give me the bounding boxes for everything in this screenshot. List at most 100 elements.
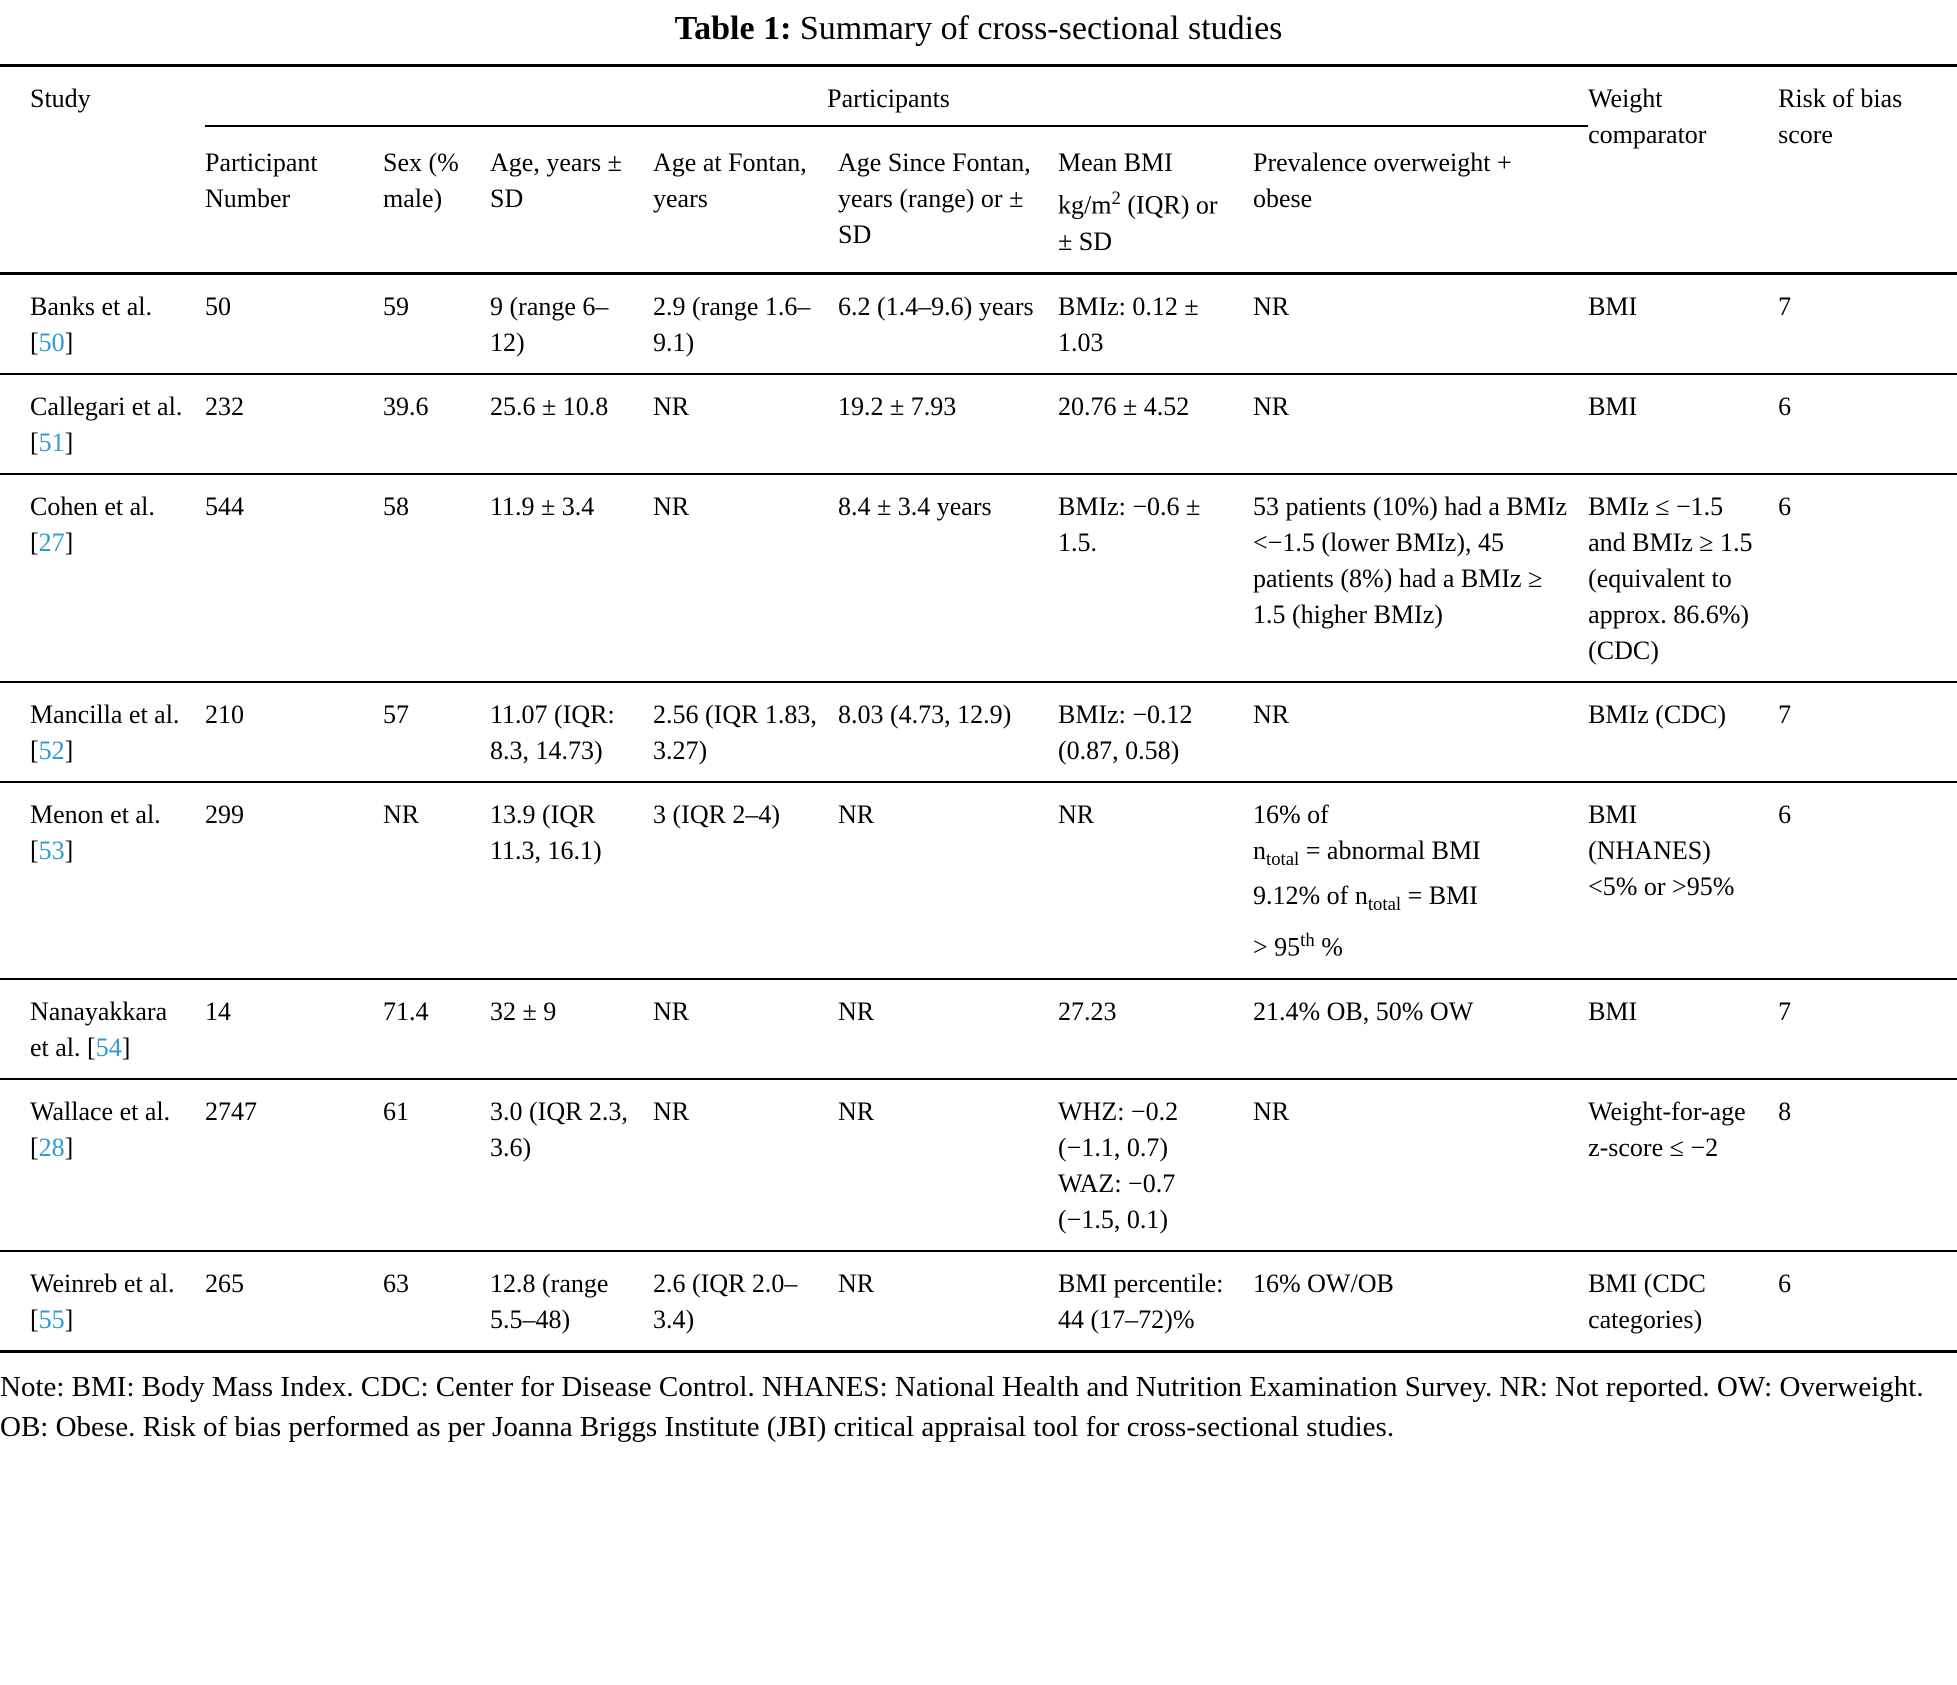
citation-number[interactable]: 27 — [38, 527, 65, 557]
cell-age-since-fontan: NR — [838, 1096, 875, 1126]
cell-age-at-fontan: 2.56 (IQR 1.83, 3.27) — [653, 699, 817, 765]
study-cell: Wallace et al. 28 — [0, 1079, 205, 1251]
cell-weight-comparator: BMI — [1588, 391, 1638, 421]
cell-age-since-fontan: NR — [838, 799, 875, 829]
citation-link[interactable]: 27 — [30, 528, 73, 557]
study-name: Mancilla et al. — [30, 699, 180, 729]
header-participants-group: Participants — [205, 65, 1589, 127]
cell-age-since-fontan: NR — [838, 996, 875, 1026]
cell-age-at-fontan: NR — [653, 391, 690, 421]
header-weight-comparator: Weight comparator — [1588, 84, 1707, 149]
table-row: Mancilla et al. 52 210 57 11.07 (IQR: 8.… — [0, 682, 1957, 782]
cell-sex: 39.6 — [383, 391, 429, 421]
cross-sectional-studies-table: Study Participants Weight comparator Ris… — [0, 64, 1957, 1353]
citation-link[interactable]: 55 — [30, 1305, 73, 1334]
cell-risk-of-bias: 6 — [1778, 1268, 1792, 1298]
cell-mean-bmi: NR — [1058, 799, 1095, 829]
cell-participant-number: 210 — [205, 699, 244, 729]
cell-weight-comparator: BMI — [1588, 291, 1638, 321]
cell-participant-number: 232 — [205, 391, 244, 421]
cell-age-at-fontan: 2.9 (range 1.6–9.1) — [653, 291, 811, 357]
cell-participant-number: 265 — [205, 1268, 244, 1298]
table-number-label: Table 1: — [674, 10, 792, 47]
header-prevalence: Prevalence overweight + obese — [1253, 148, 1512, 213]
cell-age-years: 12.8 (range 5.5–48) — [490, 1268, 609, 1334]
cell-prevalence: NR — [1253, 699, 1290, 729]
cell-sex: 71.4 — [383, 996, 429, 1026]
citation-number[interactable]: 53 — [38, 835, 65, 865]
cell-prevalence: NR — [1253, 391, 1290, 421]
cell-age-years: 11.9 ± 3.4 — [490, 491, 595, 521]
study-name: Banks et al. — [30, 291, 153, 321]
table-row: Menon et al. 53 299 NR 13.9 (IQR 11.3, 1… — [0, 782, 1957, 979]
cell-age-at-fontan: NR — [653, 491, 690, 521]
citation-number[interactable]: 54 — [95, 1032, 122, 1062]
cell-sex: NR — [383, 799, 420, 829]
cell-prevalence: 21.4% OB, 50% OW — [1253, 996, 1474, 1026]
header-risk-of-bias: Risk of bias score — [1778, 84, 1903, 149]
cell-risk-of-bias: 6 — [1778, 391, 1792, 421]
table-title-text: Summary of cross-sectional studies — [799, 10, 1283, 47]
citation-number[interactable]: 50 — [38, 327, 65, 357]
cell-age-years: 25.6 ± 10.8 — [490, 391, 609, 421]
study-name: Menon et al. — [30, 799, 161, 829]
citation-number[interactable]: 28 — [38, 1132, 65, 1162]
cell-participant-number: 14 — [205, 996, 231, 1026]
table-body: Banks et al. 50 50 59 9 (range 6–12) 2.9… — [0, 273, 1957, 1351]
cell-age-years: 11.07 (IQR: 8.3, 14.73) — [490, 699, 615, 765]
table-footnote: Note: BMI: Body Mass Index. CDC: Center … — [0, 1370, 1924, 1443]
cell-age-since-fontan: 8.4 ± 3.4 years — [838, 491, 992, 521]
study-name: Weinreb et al. — [30, 1268, 175, 1298]
study-name: Wallace et al. — [30, 1096, 171, 1126]
cell-weight-comparator: BMI (NHANES) <5% or >95% — [1588, 799, 1735, 901]
cell-prevalence: NR — [1253, 291, 1290, 321]
cell-participant-number: 50 — [205, 291, 231, 321]
citation-link[interactable]: 52 — [30, 736, 73, 765]
cell-risk-of-bias: 6 — [1778, 799, 1792, 829]
cell-weight-comparator: BMI — [1588, 996, 1638, 1026]
cell-age-at-fontan: NR — [653, 996, 690, 1026]
cell-mean-bmi: 27.23 — [1058, 996, 1117, 1026]
cell-sex: 57 — [383, 699, 409, 729]
cell-age-at-fontan: 2.6 (IQR 2.0–3.4) — [653, 1268, 798, 1334]
cell-risk-of-bias: 7 — [1778, 699, 1792, 729]
citation-link[interactable]: 28 — [30, 1133, 73, 1162]
citation-link[interactable]: 54 — [87, 1033, 130, 1062]
table-title: Table 1: Summary of cross-sectional stud… — [0, 10, 1957, 48]
cell-age-years: 3.0 (IQR 2.3, 3.6) — [490, 1096, 628, 1162]
table-header: Study Participants Weight comparator Ris… — [0, 65, 1957, 274]
header-study: Study — [30, 84, 91, 113]
cell-risk-of-bias: 7 — [1778, 996, 1792, 1026]
citation-number[interactable]: 55 — [38, 1304, 65, 1334]
cell-age-at-fontan: 3 (IQR 2–4) — [653, 799, 781, 829]
cell-participant-number: 299 — [205, 799, 244, 829]
citation-link[interactable]: 50 — [30, 328, 73, 357]
table-row: Cohen et al. 27 544 58 11.9 ± 3.4 NR 8.4… — [0, 474, 1957, 682]
cell-risk-of-bias: 8 — [1778, 1096, 1792, 1126]
cell-weight-comparator: BMIz ≤ −1.5 and BMIz ≥ 1.5 (equivalent t… — [1588, 491, 1753, 665]
cell-sex: 61 — [383, 1096, 409, 1126]
table-row: Banks et al. 50 50 59 9 (range 6–12) 2.9… — [0, 273, 1957, 374]
study-cell: Weinreb et al. 55 — [0, 1251, 205, 1352]
cell-prevalence: 16% of ntotal = abnormal BMI 9.12% of ntot… — [1253, 799, 1481, 962]
cell-prevalence: 53 patients (10%) had a BMIz <−1.5 (lowe… — [1253, 491, 1568, 629]
cell-age-since-fontan: 6.2 (1.4–9.6) years — [838, 291, 1034, 321]
citation-number[interactable]: 52 — [38, 735, 65, 765]
study-cell: Cohen et al. 27 — [0, 474, 205, 682]
cell-sex: 59 — [383, 291, 409, 321]
citation-number[interactable]: 51 — [38, 427, 65, 457]
cell-mean-bmi: 20.76 ± 4.52 — [1058, 391, 1190, 421]
cell-participant-number: 2747 — [205, 1096, 257, 1126]
header-sex: Sex (% male) — [383, 148, 459, 213]
citation-link[interactable]: 51 — [30, 428, 73, 457]
cell-age-at-fontan: NR — [653, 1096, 690, 1126]
citation-link[interactable]: 53 — [30, 836, 73, 865]
cell-participant-number: 544 — [205, 491, 244, 521]
table-row: Weinreb et al. 55 265 63 12.8 (range 5.5… — [0, 1251, 1957, 1352]
study-name: Callegari et al. — [30, 391, 183, 421]
cell-weight-comparator: BMIz (CDC) — [1588, 699, 1727, 729]
cell-age-years: 13.9 (IQR 11.3, 16.1) — [490, 799, 602, 865]
cell-mean-bmi: WHZ: −0.2 (−1.1, 0.7) WAZ: −0.7 (−1.5, 0.… — [1058, 1096, 1179, 1234]
study-cell: Nanayakkara et al. 54 — [0, 979, 205, 1079]
study-cell: Callegari et al. 51 — [0, 374, 205, 474]
